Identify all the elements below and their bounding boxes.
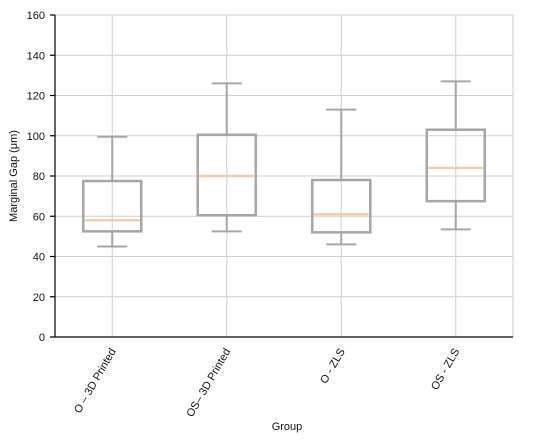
iqr-box bbox=[425, 128, 486, 203]
y-tick-label: 60 bbox=[33, 211, 45, 223]
y-tick-label: 20 bbox=[33, 292, 45, 304]
axis-layer bbox=[50, 14, 513, 338]
x-tick-label: OS– 3D Printed bbox=[184, 347, 233, 420]
y-tick-label: 140 bbox=[27, 50, 45, 62]
y-tick-label: 80 bbox=[33, 171, 45, 183]
y-tick-label: 0 bbox=[39, 332, 45, 344]
x-tick-label: O - ZLS bbox=[318, 347, 348, 386]
iqr-box bbox=[82, 179, 143, 233]
y-tick-label: 100 bbox=[27, 131, 45, 143]
x-tick-label: OS - ZLS bbox=[429, 347, 462, 393]
y-tick-label: 120 bbox=[27, 91, 45, 103]
x-tick-label: O – 3D Printed bbox=[72, 347, 119, 416]
iqr-box bbox=[311, 178, 372, 234]
iqr-box bbox=[196, 133, 257, 217]
y-tick-label: 40 bbox=[33, 252, 45, 264]
x-axis-title: Group bbox=[272, 421, 303, 433]
y-axis-title: Marginal Gap (μm) bbox=[8, 130, 20, 222]
y-tick-label: 160 bbox=[27, 10, 45, 22]
grid-layer bbox=[55, 14, 514, 337]
box-layer bbox=[82, 80, 486, 248]
